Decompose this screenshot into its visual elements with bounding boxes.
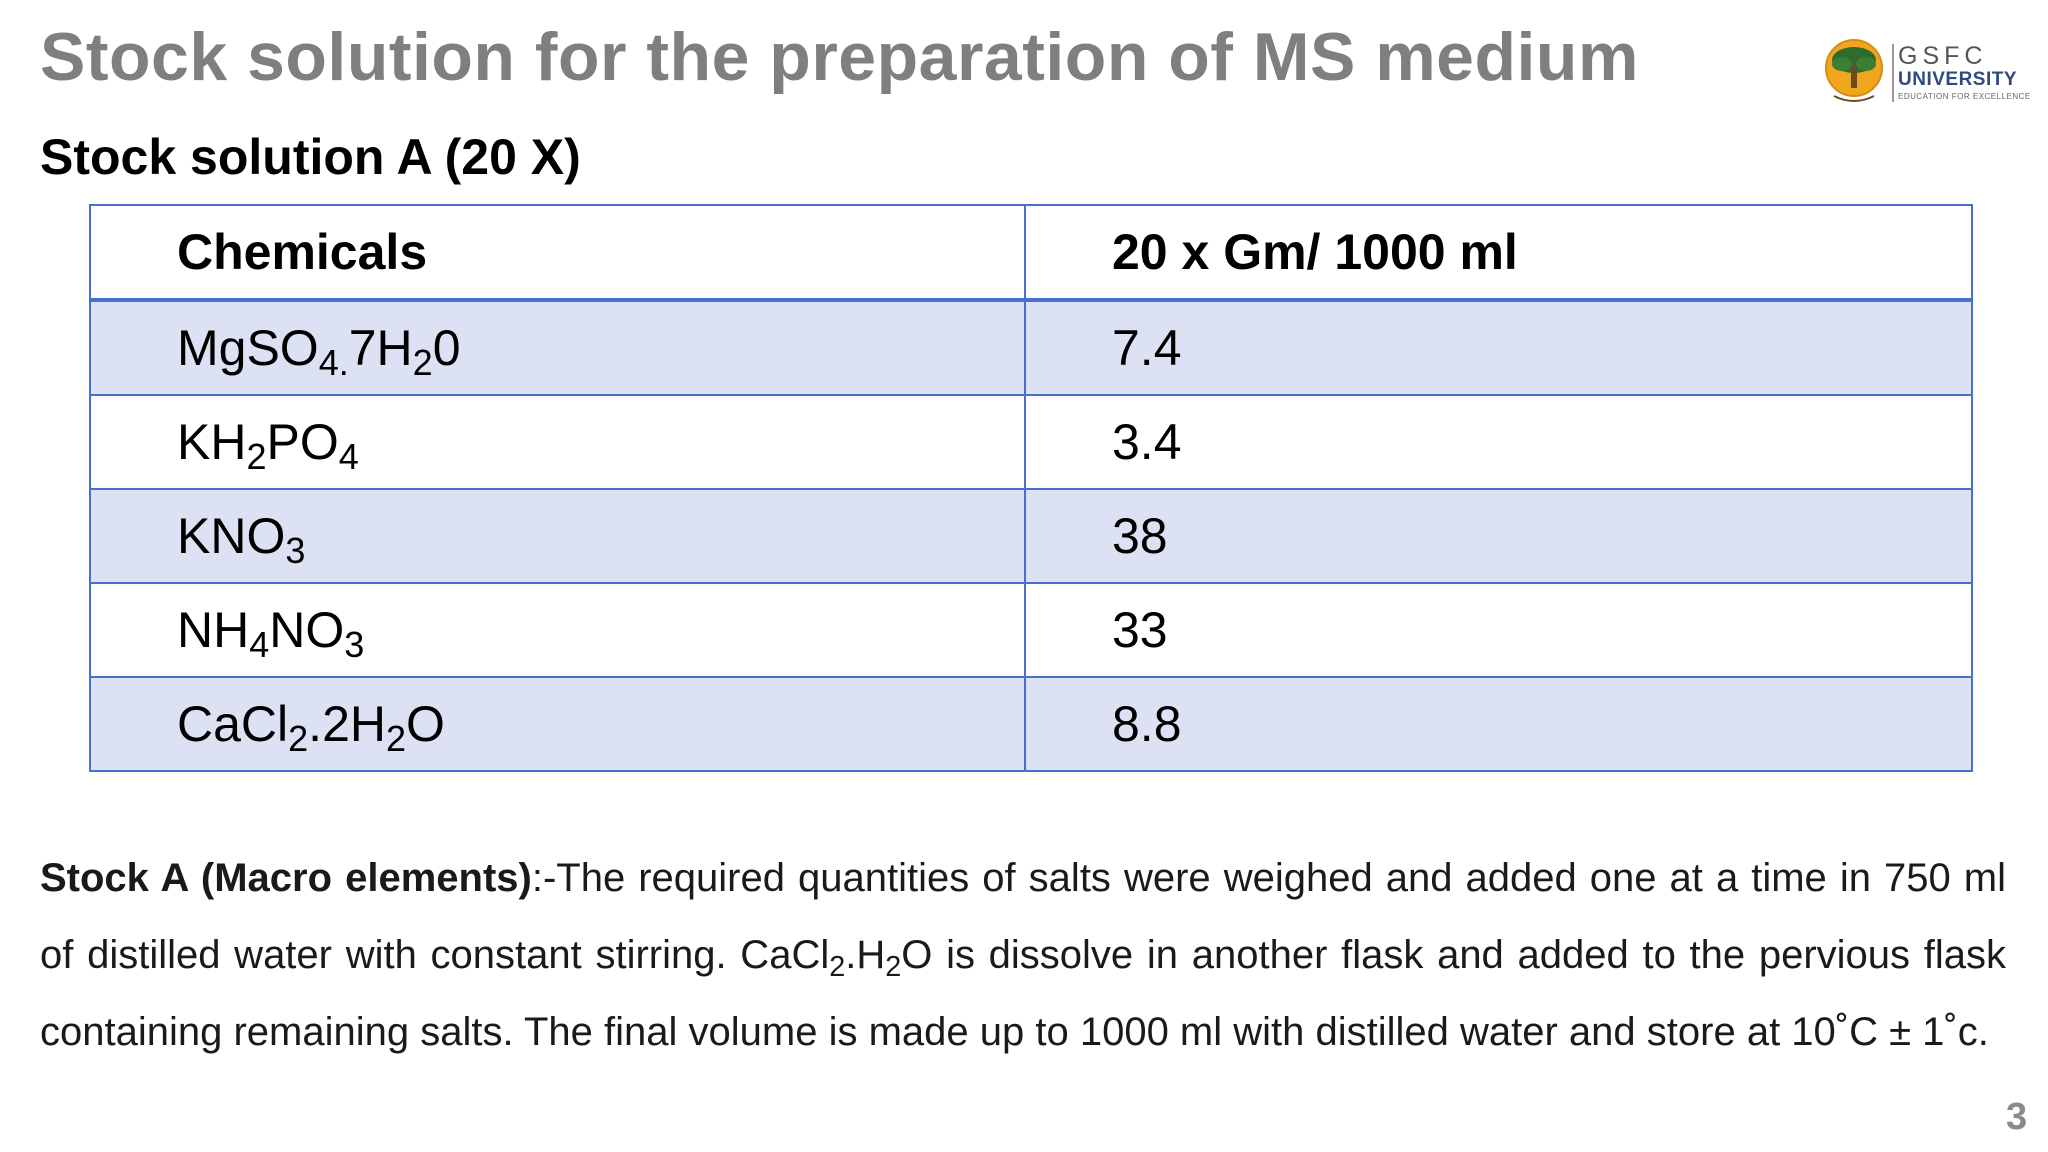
amount-cell: 33 <box>1024 582 1973 678</box>
table-row: CaCl2.2H2O 8.8 <box>89 676 1973 772</box>
paragraph-text-part: 2 <box>885 951 902 984</box>
method-paragraph: Stock A (Macro elements):-The required q… <box>40 840 2006 1071</box>
chemical-formula-part: NH <box>177 602 250 658</box>
paragraph-text-part: 2 <box>829 951 846 984</box>
tree-emblem-icon <box>1825 39 1883 102</box>
stock-table: Chemicals 20 x Gm/ 1000 ml MgSO4.7H20 7.4… <box>89 204 1973 772</box>
chemical-cell: MgSO4.7H20 <box>89 299 1026 396</box>
chemical-formula-part: 3 <box>344 624 365 666</box>
chemical-formula-part: 4 <box>338 436 359 478</box>
amount-cell: 8.8 <box>1024 676 1973 772</box>
table-row: NH4NO3 33 <box>89 582 1973 678</box>
paragraph-text-part: O is dissolve in another flask and added… <box>40 933 2006 1054</box>
chemical-cell: KNO3 <box>89 488 1026 584</box>
table-row: KNO3 38 <box>89 488 1973 584</box>
paragraph-body: :-The required quantities of salts were … <box>40 856 2006 1054</box>
chemical-formula-part: O <box>406 696 445 752</box>
chemical-formula-part: NO <box>269 602 345 658</box>
chemical-formula-part: MgSO <box>177 320 319 376</box>
logo-tagline: EDUCATION FOR EXCELLENCE <box>1898 92 2031 101</box>
page-number: 3 <box>2006 1096 2028 1138</box>
paragraph-lead: Stock A (Macro elements) <box>40 856 532 900</box>
chemical-formula-part: KNO <box>177 508 286 564</box>
university-logo: GSFC UNIVERSITY EDUCATION FOR EXCELLENCE <box>1822 36 2030 112</box>
table-header-row: Chemicals 20 x Gm/ 1000 ml <box>89 204 1973 302</box>
chemical-formula-part: KH <box>177 414 247 470</box>
chemical-formula-part: 0 <box>432 320 461 376</box>
chemical-formula-part: 2 <box>385 718 407 760</box>
chemical-formula-part: 4. <box>318 342 349 384</box>
chemical-formula-part: 2 <box>288 718 309 760</box>
header-amount: 20 x Gm/ 1000 ml <box>1024 204 1973 302</box>
chemical-formula-part: 4 <box>249 624 270 666</box>
chemical-formula-part: PO <box>266 414 339 470</box>
header-chemicals: Chemicals <box>89 204 1026 302</box>
table-row: MgSO4.7H20 7.4 <box>89 299 1973 396</box>
logo-name: GSFC <box>1898 42 1988 70</box>
chemical-formula-part: .2H <box>308 696 386 752</box>
chemical-formula-part: 3 <box>285 530 306 572</box>
paragraph-text-part: :-The required quantities of salts were … <box>40 856 2006 977</box>
table-row: KH2PO4 3.4 <box>89 394 1973 490</box>
chemical-formula-part: CaCl <box>177 696 289 752</box>
chemical-cell: CaCl2.2H2O <box>89 676 1026 772</box>
amount-cell: 7.4 <box>1024 299 1973 396</box>
chemical-cell: KH2PO4 <box>89 394 1026 490</box>
chemical-cell: NH4NO3 <box>89 582 1026 678</box>
logo-university: UNIVERSITY <box>1898 69 2018 90</box>
logo-divider <box>1892 44 1894 102</box>
amount-cell: 3.4 <box>1024 394 1973 490</box>
amount-cell: 38 <box>1024 488 1973 584</box>
chemical-formula-part: 2 <box>246 436 267 478</box>
paragraph-text-part: .H <box>845 933 886 977</box>
page-title: Stock solution for the preparation of MS… <box>40 19 1639 95</box>
chemical-formula-part: 7H <box>348 320 413 376</box>
chemical-formula-part: 2 <box>412 342 433 384</box>
section-subtitle: Stock solution A (20 X) <box>40 129 581 185</box>
table-body: MgSO4.7H20 7.4 KH2PO4 3.4 KNO3 38 NH4NO3 33 CaCl… <box>89 299 1973 772</box>
